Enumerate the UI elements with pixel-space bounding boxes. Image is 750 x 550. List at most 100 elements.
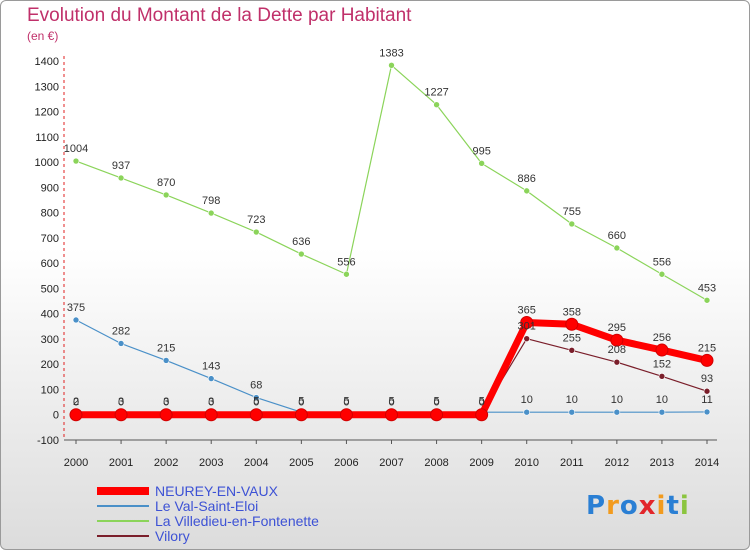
x-tick-label: 2002: [154, 457, 178, 469]
value-label: 5: [388, 395, 394, 407]
x-tick-label: 2008: [424, 457, 448, 469]
x-tick-label: 2007: [379, 457, 403, 469]
series-point-2: [478, 160, 485, 167]
x-tick-label: 2009: [469, 457, 493, 469]
value-label: 365: [518, 305, 536, 317]
x-tick-label: 2010: [514, 457, 538, 469]
value-label: 0: [208, 397, 214, 409]
value-label: 375: [67, 302, 85, 314]
value-label: 10: [611, 394, 623, 406]
series-point-2: [658, 270, 666, 278]
value-label: 1004: [64, 143, 88, 155]
value-label: 0: [343, 397, 349, 409]
y-tick-label: 100: [41, 384, 59, 396]
value-label: 5: [434, 395, 440, 407]
y-tick-label: 200: [41, 359, 59, 371]
value-label: 255: [563, 332, 581, 344]
value-label: 10: [566, 394, 578, 406]
series-point-0: [655, 343, 669, 357]
value-label: 0: [163, 397, 169, 409]
value-label: 5: [479, 395, 485, 407]
series-point-1: [162, 357, 170, 364]
x-tick-label: 2003: [199, 457, 223, 469]
series-point-2: [703, 296, 711, 304]
value-label: 660: [608, 230, 626, 242]
value-labels: 375 282 215 143 68 10 10 10 10 11 1004 937 870 798 723…: [64, 47, 716, 408]
series-point-2: [72, 157, 80, 165]
series-point-0: [204, 408, 218, 422]
value-label: 152: [653, 358, 671, 370]
value-label: 3: [208, 396, 214, 408]
value-label: 215: [157, 342, 175, 354]
legend-item: Vilory: [97, 529, 397, 544]
value-label: 68: [250, 380, 262, 392]
value-label: 995: [472, 145, 490, 157]
value-label: 93: [701, 373, 713, 385]
series-point-2: [523, 187, 531, 195]
logo-letter: t: [666, 491, 680, 521]
x-tick-label: 2005: [289, 457, 313, 469]
series-point-3: [568, 347, 576, 354]
series-point-1: [523, 408, 531, 416]
series-point-3: [703, 387, 711, 395]
value-label: 0: [298, 397, 304, 409]
legend-swatch: [97, 520, 149, 522]
series-point-1: [207, 375, 215, 382]
legend-label: La Villedieu-en-Fontenette: [155, 513, 319, 529]
series-point-0: [385, 408, 398, 422]
x-tick-label: 2004: [244, 457, 268, 469]
value-label: 0: [434, 397, 440, 409]
value-label: 1383: [379, 47, 403, 59]
legend-swatch: [97, 505, 149, 507]
series-point-0: [610, 333, 624, 347]
value-label: 5: [343, 395, 349, 407]
value-label: 0: [73, 397, 79, 409]
value-label: 256: [653, 332, 671, 344]
series-point-0: [430, 408, 444, 422]
y-tick-label: 0: [53, 410, 59, 422]
legend-swatch: [97, 535, 149, 537]
logo-letter: o: [619, 491, 639, 521]
value-label: 0: [253, 397, 259, 409]
series-point-0: [520, 316, 534, 330]
y-tick-label: 700: [41, 233, 59, 245]
value-label: 11: [701, 394, 712, 406]
value-label: 755: [563, 206, 581, 218]
value-label: 10: [656, 394, 668, 406]
series-point-0: [114, 408, 128, 422]
series-point-2: [613, 244, 621, 252]
value-label: 2: [73, 396, 79, 408]
series-point-3: [613, 358, 621, 366]
y-tick-label: 1300: [35, 81, 59, 93]
series-point-1: [703, 408, 711, 416]
line-chart: -100010020030040050060070080090010001100…: [35, 47, 720, 469]
y-tick-label: 800: [41, 208, 59, 220]
series-point-1: [613, 408, 621, 416]
value-label: 295: [608, 322, 626, 334]
y-tick-label: 1200: [35, 107, 59, 119]
legend-label: NEUREY-EN-VAUX: [155, 483, 278, 499]
value-label: 556: [337, 256, 355, 268]
series-point-0: [249, 408, 263, 422]
value-label: 0: [118, 397, 124, 409]
y-tick-label: 500: [41, 283, 59, 295]
series-point-2: [298, 250, 305, 258]
y-tick-label: -100: [37, 435, 59, 447]
series-point-2: [433, 101, 440, 109]
value-label: 798: [202, 195, 220, 207]
series-point-0: [565, 317, 579, 331]
value-label: 937: [112, 160, 130, 172]
logo-letter: r: [606, 491, 620, 521]
legend-label: Vilory: [155, 528, 190, 544]
series-point-2: [343, 270, 350, 278]
axes: -100010020030040050060070080090010001100…: [35, 56, 719, 469]
series-point-0: [339, 408, 353, 422]
value-label: 282: [112, 325, 130, 337]
x-tick-label: 2013: [650, 457, 674, 469]
legend: NEUREY-EN-VAUX Le Val-Saint-Eloi La Villed…: [97, 484, 397, 544]
legend-label: Le Val-Saint-Eloi: [155, 498, 259, 514]
series-layer: [69, 61, 714, 422]
value-label: 636: [292, 236, 310, 248]
value-label: 358: [563, 306, 581, 318]
